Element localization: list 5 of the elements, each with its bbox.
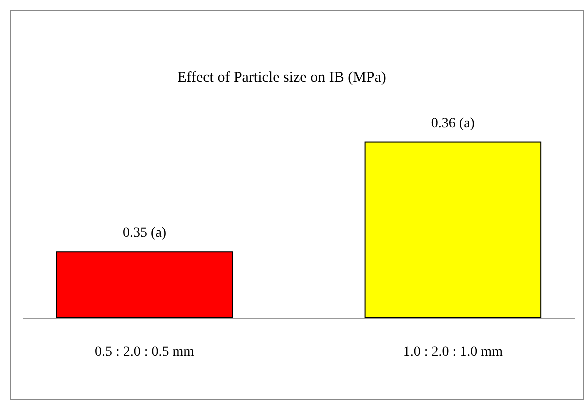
data-label: 0.35 (a) bbox=[123, 226, 167, 242]
x-tick-label: 0.5 : 2.0 : 0.5 mm bbox=[95, 345, 195, 360]
data-label: 0.36 (a) bbox=[431, 116, 476, 132]
text: Effect of Particle size on IB (MPa) bbox=[178, 70, 386, 86]
x-tick-label: 1.0 : 2.0 : 1.0 mm bbox=[403, 345, 504, 360]
